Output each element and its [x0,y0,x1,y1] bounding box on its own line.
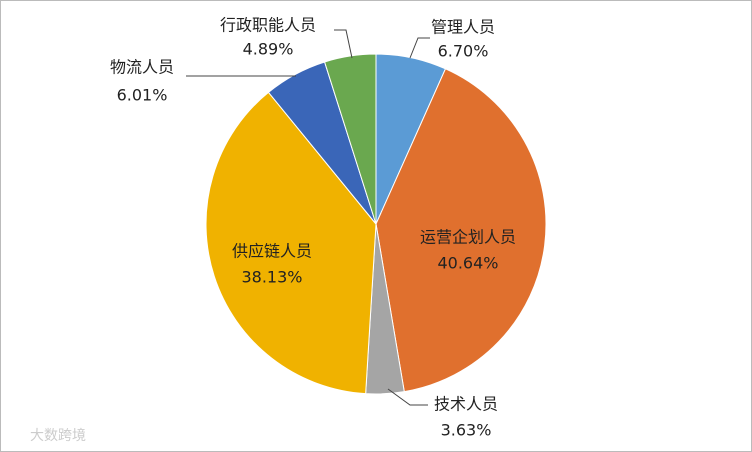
slice-label: 管理人员 [431,18,495,37]
slice-label: 供应链人员 [232,242,312,261]
slice-label: 技术人员 [434,395,498,414]
pie-slice [323,53,377,225]
pie-slice [375,68,547,393]
slice-label: 物流人员 [110,58,174,77]
slice-label: 行政职能人员 [220,16,316,35]
leader-line [387,388,428,406]
slice-label: 运营企划人员 [420,228,516,247]
value-label: 6.01% [117,86,168,105]
value-label: 40.64% [437,254,498,273]
watermark: 大数跨境 [30,428,86,444]
leader-line [409,37,430,59]
value-label: 4.89% [243,40,294,59]
value-label: 38.13% [241,268,302,287]
pie-slice [205,91,377,395]
value-label: 6.70% [438,42,489,61]
leader-line [334,29,353,59]
value-label: 3.63% [441,421,492,440]
